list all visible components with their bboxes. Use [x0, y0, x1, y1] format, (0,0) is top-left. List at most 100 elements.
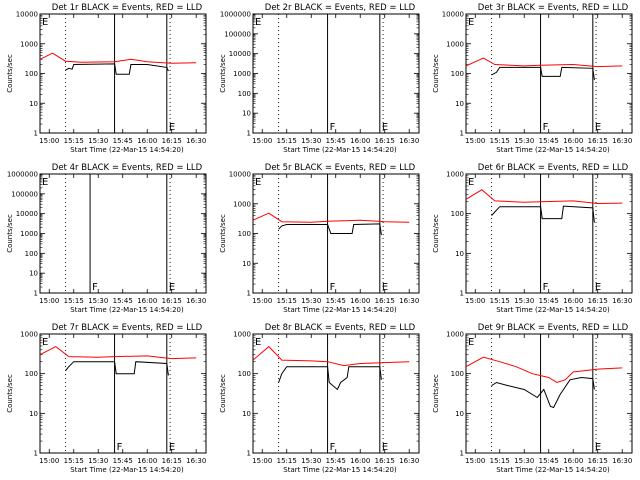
y-tick-label: 10000: [16, 11, 38, 19]
y-tick-label: 100: [238, 370, 251, 378]
y-tick-label: 10000: [16, 210, 38, 218]
y-tick-label: 1000: [233, 331, 251, 339]
x-tick-label: 15:15: [64, 457, 84, 465]
x-tick-label: 16:00: [563, 297, 583, 305]
x-tick-label: 16:15: [162, 297, 182, 305]
y-tick-label: 10: [29, 270, 38, 278]
x-tick-label: 15:30: [301, 137, 321, 145]
x-axis-label: Start Time (22-Mar-15 14:54:20): [496, 146, 610, 154]
x-tick-label: 16:00: [137, 457, 157, 465]
x-tick-label: 15:30: [514, 457, 534, 465]
series-line-lld: [39, 52, 197, 64]
panel-title: Det 3r BLACK = Events, RED = LLD: [478, 3, 629, 13]
plot-frame: [39, 333, 207, 454]
x-tick-label: 15:30: [301, 457, 321, 465]
corner-flag: E: [468, 177, 474, 188]
corner-flag: E: [42, 337, 48, 348]
y-tick-label: 1000: [20, 331, 38, 339]
panel-6: Det 6r BLACK = Events, RED = LLD 1 10 100 10…: [432, 163, 633, 314]
x-axis-label: Start Time (22-Mar-15 14:54:20): [70, 146, 184, 154]
y-tick-label: 10000: [229, 50, 251, 58]
y-axis-label: Counts/sec: [432, 214, 440, 253]
corner-flag: E: [42, 177, 48, 188]
marker-flag: E: [169, 442, 175, 453]
marker-flag: E: [595, 282, 601, 293]
y-tick-label: 10: [242, 110, 251, 118]
x-tick-label: 15:45: [113, 297, 133, 305]
panel-title: Det 1r BLACK = Events, RED = LLD: [52, 3, 203, 13]
x-tick-label: 15:45: [326, 137, 346, 145]
marker-flag: E: [169, 122, 175, 133]
y-tick-label: 10: [242, 260, 251, 268]
y-tick-label: 100000: [224, 30, 251, 38]
x-tick-label: 15:45: [539, 137, 559, 145]
plot-frame: [252, 333, 420, 454]
x-axis-label: Start Time (22-Mar-15 14:54:20): [496, 466, 610, 474]
x-tick-label: 15:00: [465, 457, 485, 465]
x-tick-label: 16:15: [375, 297, 395, 305]
panel-title: Det 7r BLACK = Events, RED = LLD: [52, 323, 203, 333]
marker-flag: E: [382, 442, 388, 453]
x-tick-label: 15:30: [514, 137, 534, 145]
x-tick-label: 15:45: [326, 457, 346, 465]
x-axis-label: Start Time (22-Mar-15 14:54:20): [283, 306, 397, 314]
panel-title: Det 4r BLACK = Events, RED = LLD: [52, 163, 203, 173]
series-line-lld: [465, 356, 623, 384]
y-tick-label: 1000: [446, 331, 464, 339]
x-tick-label: 15:15: [490, 457, 510, 465]
x-tick-label: 15:15: [277, 137, 297, 145]
panel-title: Det 8r BLACK = Events, RED = LLD: [265, 323, 416, 333]
y-tick-label: 10: [29, 410, 38, 418]
x-tick-label: 15:15: [490, 297, 510, 305]
y-tick-label: 1000: [446, 40, 464, 48]
x-tick-label: 16:30: [612, 137, 632, 145]
x-tick-label: 15:15: [490, 137, 510, 145]
series-line-lld: [39, 346, 197, 360]
panel-2: Det 2r BLACK = Events, RED = LLD 1 10 100 10…: [219, 3, 420, 154]
x-tick-label: 16:30: [399, 457, 419, 465]
x-tick-label: 15:45: [113, 137, 133, 145]
x-tick-label: 15:00: [39, 137, 59, 145]
marker-flag: E: [382, 122, 388, 133]
y-tick-label: 100: [238, 90, 251, 98]
marker-flag: F: [92, 282, 98, 293]
x-tick-label: 15:45: [539, 457, 559, 465]
x-tick-label: 16:15: [588, 137, 608, 145]
corner-flag: E: [468, 337, 474, 348]
y-axis-label: Counts/sec: [219, 214, 227, 253]
y-tick-label: 100: [238, 230, 251, 238]
panel-7: Det 7r BLACK = Events, RED = LLD 1 10 100 10…: [6, 323, 207, 474]
y-tick-label: 100: [451, 370, 464, 378]
panel-3: Det 3r BLACK = Events, RED = LLD 1 10 100 10…: [432, 3, 633, 154]
x-tick-label: 15:00: [252, 137, 272, 145]
x-tick-label: 15:00: [39, 297, 59, 305]
y-tick-label: 100: [451, 210, 464, 218]
y-tick-label: 1000000: [7, 171, 38, 179]
y-tick-label: 10: [455, 410, 464, 418]
panel-5: Det 5r BLACK = Events, RED = LLD 1 10 100 10…: [219, 163, 420, 314]
x-tick-label: 15:15: [277, 457, 297, 465]
series-line-lld: [252, 345, 410, 367]
x-tick-label: 15:15: [64, 297, 84, 305]
x-tick-label: 16:30: [186, 297, 206, 305]
x-tick-label: 16:30: [612, 297, 632, 305]
y-tick-label: 100000: [11, 190, 38, 198]
x-tick-label: 15:00: [252, 457, 272, 465]
series-line-events: [491, 205, 595, 223]
corner-flag: E: [255, 177, 261, 188]
x-tick-label: 15:45: [326, 297, 346, 305]
y-axis-label: Counts/sec: [432, 54, 440, 93]
series-line-events: [65, 63, 169, 75]
corner-flag: E: [468, 17, 474, 28]
y-tick-label: 1: [247, 450, 251, 458]
x-tick-label: 16:30: [186, 457, 206, 465]
y-tick-label: 1: [460, 130, 464, 138]
y-tick-label: 1000: [233, 200, 251, 208]
x-tick-label: 16:30: [399, 137, 419, 145]
y-axis-label: Counts/sec: [6, 374, 14, 413]
y-tick-label: 1000: [446, 171, 464, 179]
panel-4: Det 4r BLACK = Events, RED = LLD 1 10 100 10…: [6, 163, 207, 314]
x-tick-label: 15:15: [64, 137, 84, 145]
panel-9: Det 9r BLACK = Events, RED = LLD 1 10 100 10…: [432, 323, 633, 474]
